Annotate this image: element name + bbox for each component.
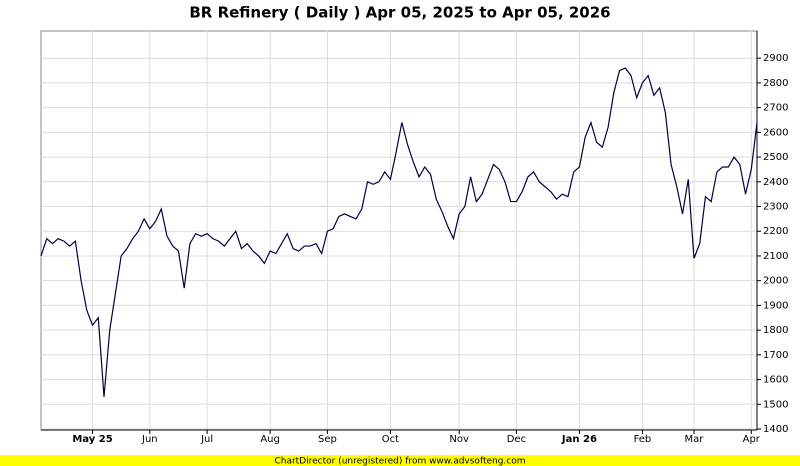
y-tick-label: 2400 <box>763 177 788 188</box>
footer-band <box>0 455 800 466</box>
x-tick-label: Aug <box>260 434 280 445</box>
chart-title: BR Refinery ( Daily ) Apr 05, 2025 to Ap… <box>189 4 610 22</box>
y-tick-label: 1400 <box>763 424 788 435</box>
x-tick-label: Sep <box>318 434 337 445</box>
y-tick-label: 2600 <box>763 127 788 138</box>
x-tick-label: Dec <box>507 434 526 445</box>
price-line <box>40 67 758 397</box>
x-tick-label: Jul <box>200 434 213 445</box>
y-tick-label: 1700 <box>763 350 788 361</box>
y-tick-label: 2100 <box>763 251 788 262</box>
x-tick-label: May 25 <box>72 434 112 445</box>
footer: ChartDirector (unregistered) from www.ad… <box>274 457 525 466</box>
x-tick-label: Jan 26 <box>561 434 597 445</box>
y-tick-label: 1800 <box>763 325 788 336</box>
x-tick-label: Apr <box>743 434 761 445</box>
y-tick-label: 2000 <box>763 276 788 287</box>
y-tick-label: 1900 <box>763 300 788 311</box>
y-tick-label: 1600 <box>763 375 788 386</box>
x-tick-label: Nov <box>449 434 469 445</box>
y-tick-label: 2800 <box>763 78 788 89</box>
y-tick-label: 2900 <box>763 53 788 64</box>
y-tick-label: 2500 <box>763 152 788 163</box>
y-tick-label: 1500 <box>763 399 788 410</box>
x-tick-label: Mar <box>685 434 705 445</box>
y-tick-label: 2300 <box>763 202 788 213</box>
y-tick-label: 2200 <box>763 226 788 237</box>
plot-area <box>40 30 758 431</box>
x-tick-label: Feb <box>634 434 652 445</box>
x-tick-label: Oct <box>382 434 399 445</box>
y-tick-label: 2700 <box>763 103 788 114</box>
x-tick-label: Jun <box>141 434 158 445</box>
